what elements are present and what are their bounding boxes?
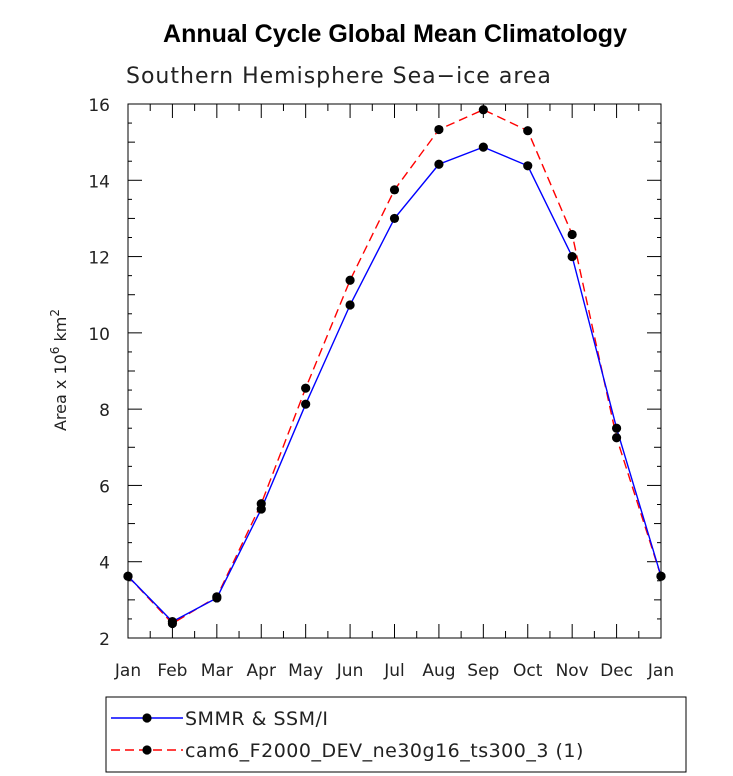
x-tick-label: Apr (247, 661, 276, 681)
chart-title: Annual Cycle Global Mean Climatology (163, 20, 627, 48)
x-tick-label: Oct (513, 661, 543, 681)
data-point (389, 185, 400, 195)
data-point (123, 571, 133, 581)
legend-marker (142, 713, 152, 723)
data-point (345, 300, 355, 310)
x-tick-label: Aug (422, 661, 455, 681)
data-point (389, 213, 400, 224)
data-point (167, 618, 178, 629)
legend-label: SMMR & SSM/I (185, 708, 328, 730)
x-tick-label: Jun (336, 661, 364, 681)
plot-frame (127, 103, 662, 639)
axis-ticks (128, 104, 661, 638)
y-axis-label: Area x 106 km2 (48, 309, 70, 431)
x-tick-label: Feb (157, 661, 187, 681)
y-tick-label: 16 (88, 96, 110, 116)
y-tick-label: 12 (88, 249, 110, 269)
x-tick-labels: Jan Feb Mar Apr May Jun Jul Aug Sep Oct Nov Dec Jan (114, 661, 674, 681)
x-tick-label: Jan (114, 661, 141, 681)
data-point (656, 571, 666, 581)
legend-box (105, 696, 687, 773)
data-point (434, 124, 444, 135)
data-point (301, 399, 311, 409)
x-tick-label: Mar (201, 661, 233, 681)
data-point (523, 161, 533, 171)
y-tick-labels: 2 4 6 8 10 12 14 16 (88, 96, 110, 650)
data-point (567, 251, 577, 262)
data-point (478, 105, 488, 115)
legend-label: cam6_F2000_DEV_ne30g16_ts300_3 (1) (185, 740, 584, 762)
y-tick-label: 14 (88, 172, 110, 192)
series-group (123, 105, 666, 629)
data-point (434, 159, 444, 169)
data-point (256, 499, 266, 509)
data-point (345, 275, 355, 285)
x-tick-label: May (288, 661, 323, 681)
data-point (567, 229, 577, 240)
data-point (301, 383, 311, 393)
y-tick-label: 6 (99, 477, 110, 497)
data-point (611, 433, 622, 443)
x-tick-label: Sep (467, 661, 499, 681)
data-point (523, 126, 533, 136)
legend: SMMR & SSM/I cam6_F2000_DEV_ne30g16_ts300… (111, 708, 584, 762)
data-point (212, 592, 222, 602)
y-tick-label: 8 (99, 401, 110, 421)
data-point (611, 423, 622, 433)
legend-marker (142, 745, 152, 755)
chart-subtitle: Southern Hemisphere Sea−ice area (126, 64, 552, 89)
y-tick-label: 2 (99, 630, 110, 650)
x-tick-label: Nov (556, 661, 589, 681)
y-tick-label: 10 (88, 325, 110, 345)
x-tick-label: Dec (600, 661, 633, 681)
y-tick-label: 4 (99, 554, 110, 574)
x-tick-label: Jul (383, 661, 405, 681)
data-point (478, 142, 488, 152)
x-tick-label: Jan (647, 661, 674, 681)
